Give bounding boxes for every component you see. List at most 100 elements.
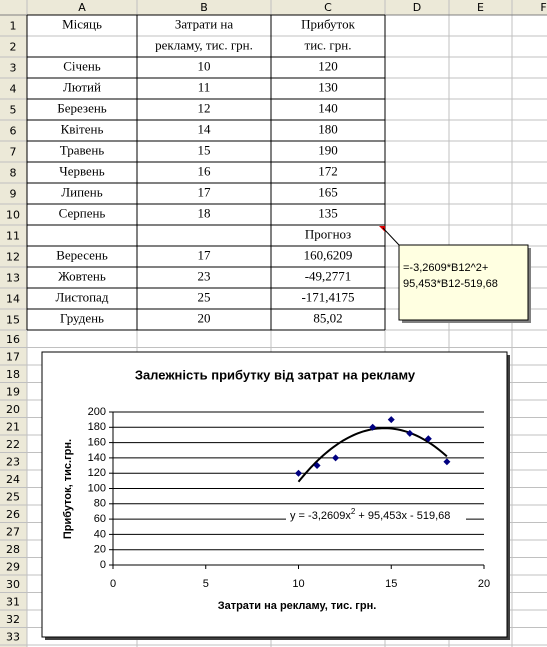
row-header: 6 [10, 125, 17, 138]
row-header: 17 [6, 350, 20, 363]
comment-text: 95,453*B12-519,68 [403, 278, 498, 290]
x-axis-label: Затрати на рекламу, тис. грн. [218, 600, 377, 612]
data-point [295, 469, 302, 477]
data-point [332, 454, 340, 462]
y-axis-label: Прибуток, тис.грн. [62, 439, 74, 539]
y-tick-label: 40 [94, 528, 106, 540]
cell: 190 [318, 142, 338, 157]
column-header: B [200, 1, 208, 14]
column-header: D [413, 1, 421, 14]
row-header: 29 [6, 560, 20, 573]
cell: 17 [198, 247, 212, 262]
cell: Прогноз [305, 226, 351, 241]
cell: 172 [318, 163, 338, 178]
cell: 120 [318, 58, 338, 73]
cell: Місяць [62, 16, 102, 31]
cell: 15 [198, 142, 211, 157]
cell: 25 [198, 289, 211, 304]
comment-indicator [379, 226, 385, 232]
row-header: 24 [6, 473, 20, 486]
cell: Березень [57, 100, 107, 115]
cell: 135 [318, 205, 338, 220]
trendline-equation: y = -3,2609x2 + 95,453x - 519,68 [290, 507, 450, 522]
row-header: 16 [6, 333, 20, 346]
chart-area [41, 351, 508, 638]
cell: 23 [198, 268, 211, 283]
row-header: 30 [6, 578, 20, 591]
cell: 130 [318, 79, 338, 94]
row-header: 14 [6, 293, 20, 306]
cell: 18 [198, 205, 211, 220]
y-tick-label: 160 [88, 437, 106, 449]
row-header: 27 [6, 525, 20, 538]
y-tick-label: 60 [94, 513, 106, 525]
data-point [424, 435, 432, 443]
cell: 85,02 [313, 310, 342, 325]
row-header: 7 [10, 146, 17, 159]
equation-bg [286, 508, 466, 524]
row-header: 18 [6, 368, 20, 381]
x-tick-label: 10 [292, 578, 304, 590]
data-point [443, 458, 451, 466]
row-header: 33 [6, 630, 20, 643]
comment-box [398, 244, 529, 321]
row-header: 23 [6, 455, 20, 468]
cell: 14 [198, 121, 212, 136]
cell: 10 [198, 58, 211, 73]
y-tick-label: 140 [88, 452, 106, 464]
row-header: 19 [6, 385, 20, 398]
cell: Прибуток [301, 16, 355, 31]
cell: Липень [61, 184, 102, 199]
column-header: C [324, 1, 332, 14]
y-tick-label: 80 [94, 498, 106, 510]
x-tick-label: 15 [385, 578, 397, 590]
y-tick-label: 20 [94, 544, 106, 556]
row-header: 10 [6, 209, 20, 222]
cell: 12 [198, 100, 211, 115]
row-header: 20 [6, 403, 20, 416]
header-bg [0, 0, 27, 647]
data-point [369, 423, 377, 431]
cell: Травень [60, 142, 105, 157]
row-header: 32 [6, 613, 20, 626]
cell: -49,2771 [305, 268, 352, 283]
row-header: 4 [10, 83, 17, 96]
chart-title: Залежність прибутку від затрат на реклам… [135, 367, 416, 382]
row-header: 8 [10, 167, 17, 180]
row-header: 28 [6, 543, 20, 556]
row-header: 25 [6, 490, 20, 503]
row-header: 15 [6, 314, 20, 327]
y-tick-label: 100 [88, 482, 106, 494]
row-header: 5 [10, 104, 17, 117]
cell: 180 [318, 121, 338, 136]
cell: Квітень [61, 121, 104, 136]
cell: Затрати на [175, 16, 234, 31]
equation-part: + 95,453x - 519,68 [355, 510, 450, 522]
cell: -171,4175 [301, 289, 354, 304]
cell: Жовтень [58, 268, 106, 283]
y-tick-label: 120 [88, 467, 106, 479]
y-tick-label: 0 [100, 559, 106, 571]
cell: 140 [318, 100, 338, 115]
cell: 20 [198, 310, 211, 325]
y-tick-label: 200 [88, 406, 106, 418]
x-tick-label: 5 [203, 578, 209, 590]
cell: Червень [59, 163, 105, 178]
row-header: 11 [6, 230, 20, 243]
row-header: 31 [6, 595, 20, 608]
cell: 17 [198, 184, 212, 199]
equation-part: y = -3,2609x [290, 510, 351, 522]
data-point [406, 429, 414, 437]
row-header: 12 [6, 251, 20, 264]
column-header: E [477, 1, 484, 14]
cell: 11 [198, 79, 211, 94]
row-header: 13 [6, 272, 20, 285]
data-point [313, 462, 321, 470]
row-header: 21 [6, 420, 20, 433]
cell: Серпень [59, 205, 106, 220]
comment-text: =-3,2609*B12^2+ [403, 262, 488, 274]
x-tick-label: 20 [478, 578, 490, 590]
x-tick-label: 0 [110, 578, 116, 590]
